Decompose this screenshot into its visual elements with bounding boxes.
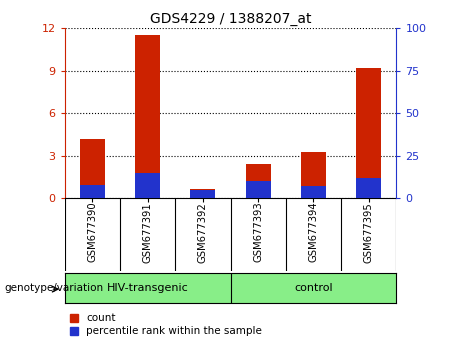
Title: GDS4229 / 1388207_at: GDS4229 / 1388207_at xyxy=(150,12,311,26)
Text: HIV-transgenic: HIV-transgenic xyxy=(106,282,189,293)
Text: control: control xyxy=(294,282,333,293)
Bar xyxy=(135,173,160,198)
Bar xyxy=(135,35,160,198)
Bar xyxy=(356,68,381,198)
Bar xyxy=(356,178,381,198)
Bar xyxy=(80,139,105,198)
Bar xyxy=(190,190,215,198)
Bar xyxy=(301,186,326,198)
Text: GSM677391: GSM677391 xyxy=(142,202,153,263)
Bar xyxy=(190,189,215,198)
Legend: count, percentile rank within the sample: count, percentile rank within the sample xyxy=(70,313,262,336)
Text: GSM677390: GSM677390 xyxy=(87,202,97,263)
Bar xyxy=(246,181,271,198)
Text: GSM677392: GSM677392 xyxy=(198,202,208,263)
Text: genotype/variation: genotype/variation xyxy=(5,282,104,293)
Text: GSM677395: GSM677395 xyxy=(364,202,374,263)
Bar xyxy=(301,152,326,198)
Bar xyxy=(80,185,105,198)
Bar xyxy=(246,164,271,198)
Text: GSM677393: GSM677393 xyxy=(253,202,263,263)
Text: GSM677394: GSM677394 xyxy=(308,202,319,263)
